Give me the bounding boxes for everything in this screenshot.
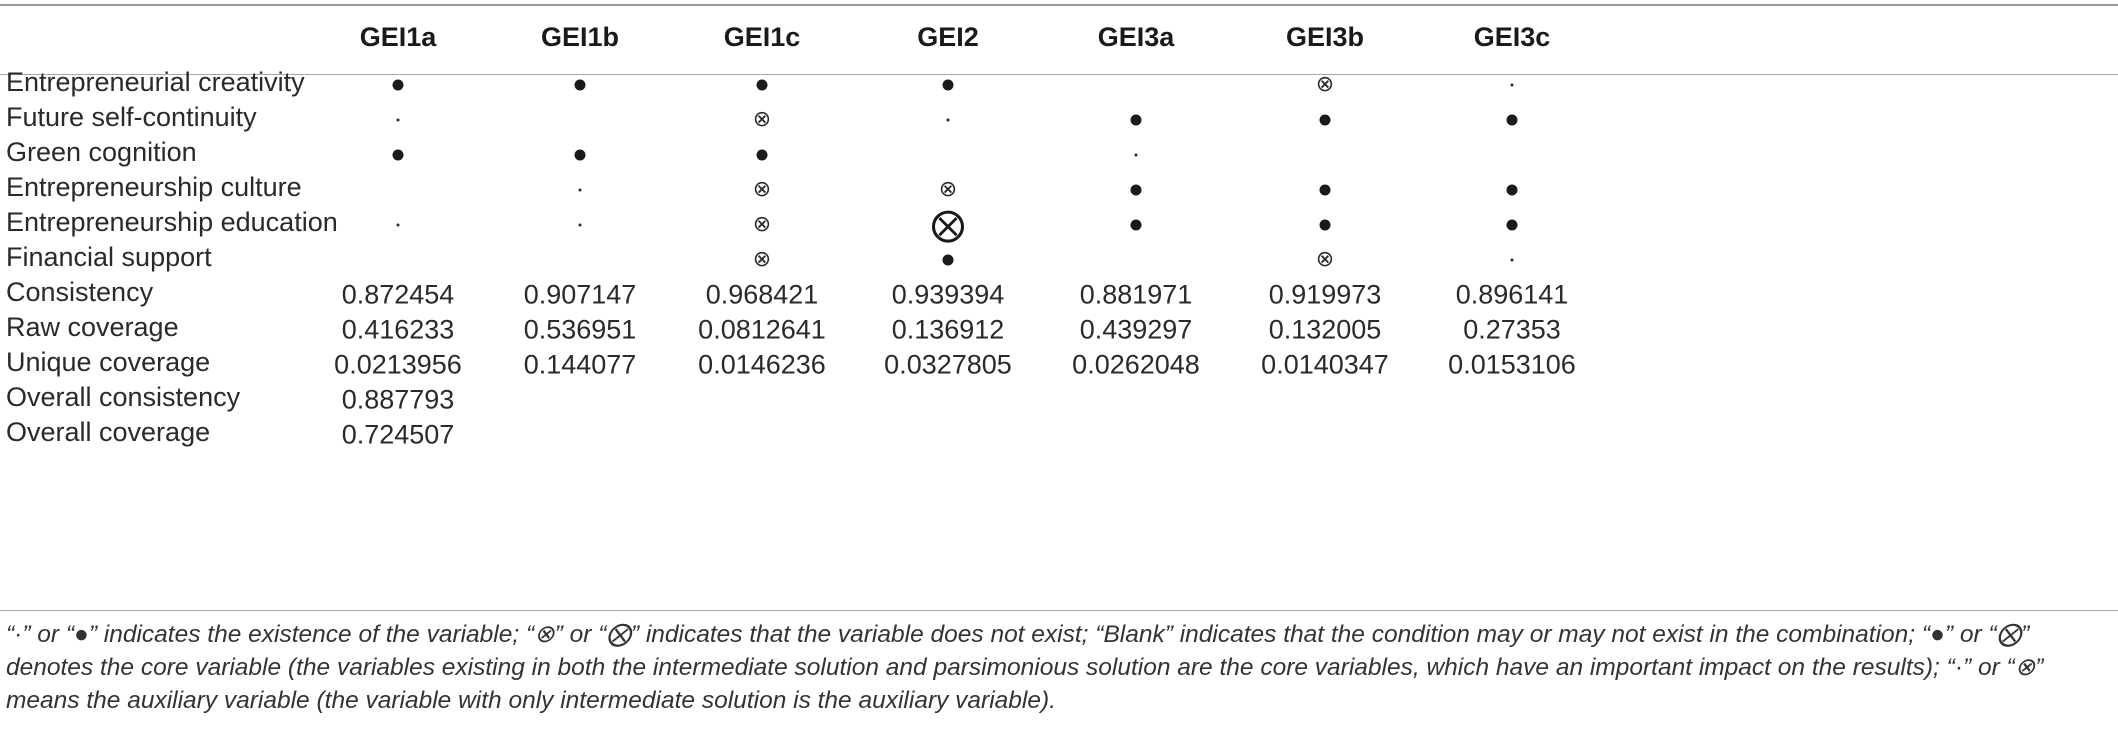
row-label: Entrepreneurship education [6, 207, 338, 237]
core-present-marker [1319, 219, 1331, 231]
core-present-marker [1506, 114, 1518, 126]
row-label: Consistency [6, 277, 154, 307]
core-absent-marker: ⨂ [931, 205, 965, 245]
table-top-rule [0, 4, 2118, 6]
row-label: Green cognition [6, 137, 197, 167]
metric-value: 0.27353 [1463, 314, 1561, 345]
auxiliary-present-marker [396, 118, 400, 122]
core-present-marker [392, 79, 404, 91]
core-present-marker [1130, 219, 1142, 231]
auxiliary-absent-marker: ⊗ [938, 177, 958, 202]
row-label: Entrepreneurship culture [6, 172, 302, 202]
auxiliary-present-marker [1134, 153, 1138, 157]
column-header-gei1c: GEI1c [723, 22, 801, 52]
header-rule [0, 74, 2118, 75]
auxiliary-absent-marker: ⊗ [1315, 72, 1335, 97]
auxiliary-present-marker [578, 223, 582, 227]
auxiliary-absent-marker: ⊗ [752, 177, 772, 202]
metric-value: 0.144077 [523, 349, 637, 380]
metric-value: 0.0146236 [698, 349, 826, 380]
metric-value: 0.0153106 [1448, 349, 1576, 380]
row-label: Financial support [6, 242, 212, 272]
metric-value: 0.896141 [1455, 279, 1569, 310]
auxiliary-absent-marker: ⊗ [752, 247, 772, 272]
table-footnote: “·” or “●” indicates the existence of th… [6, 621, 2044, 714]
core-present-marker [756, 149, 768, 161]
table-bottom-rule [0, 610, 2118, 611]
column-header-gei1a: GEI1a [359, 22, 437, 52]
column-header-gei2: GEI2 [917, 22, 979, 52]
auxiliary-absent-marker: ⊗ [752, 212, 772, 237]
metric-value: 0.136912 [891, 314, 1005, 345]
auxiliary-present-marker [1510, 258, 1514, 262]
column-header-gei3c: GEI3c [1473, 22, 1551, 52]
core-present-marker [756, 79, 768, 91]
row-label: Overall coverage [6, 417, 211, 447]
metric-value: 0.872454 [341, 279, 455, 310]
metric-value: 0.536951 [523, 314, 637, 345]
metric-value: 0.907147 [523, 279, 637, 310]
core-present-marker [1319, 184, 1331, 196]
core-present-marker [1319, 114, 1331, 126]
metric-value: 0.0213956 [334, 349, 462, 380]
metric-value: 0.0812641 [698, 314, 826, 345]
metric-value: 0.0140347 [1261, 349, 1389, 380]
auxiliary-present-marker [946, 118, 950, 122]
core-present-marker [1506, 219, 1518, 231]
column-header-gei3a: GEI3a [1097, 22, 1175, 52]
core-present-marker [942, 79, 954, 91]
metric-value: 0.881971 [1079, 279, 1193, 310]
metric-value: 0.0262048 [1072, 349, 1200, 380]
auxiliary-present-marker [1510, 83, 1514, 87]
metric-value: 0.439297 [1079, 314, 1193, 345]
core-present-marker [1130, 184, 1142, 196]
metric-value: 0.132005 [1268, 314, 1382, 345]
metric-value: 0.416233 [341, 314, 455, 345]
metric-value: 0.887793 [341, 384, 455, 415]
column-header-gei1b: GEI1b [540, 22, 620, 52]
core-present-marker [392, 149, 404, 161]
row-label: Overall consistency [6, 382, 241, 412]
row-label: Unique coverage [6, 347, 211, 377]
auxiliary-present-marker [396, 223, 400, 227]
column-header-gei3b: GEI3b [1285, 22, 1365, 52]
metric-value: 0.919973 [1268, 279, 1382, 310]
metric-value: 0.939394 [891, 279, 1005, 310]
row-label: Entrepreneurial creativity [6, 67, 305, 97]
core-present-marker [574, 79, 586, 91]
row-label: Future self-continuity [6, 102, 257, 132]
auxiliary-absent-marker: ⊗ [1315, 247, 1335, 272]
core-present-marker [574, 149, 586, 161]
metric-value: 0.0327805 [884, 349, 1012, 380]
core-present-marker [942, 254, 954, 266]
metric-value: 0.968421 [705, 279, 819, 310]
core-present-marker [1130, 114, 1142, 126]
core-present-marker [1506, 184, 1518, 196]
auxiliary-present-marker [578, 188, 582, 192]
metric-value: 0.724507 [341, 419, 455, 450]
auxiliary-absent-marker: ⊗ [752, 107, 772, 132]
row-label: Raw coverage [6, 312, 179, 342]
